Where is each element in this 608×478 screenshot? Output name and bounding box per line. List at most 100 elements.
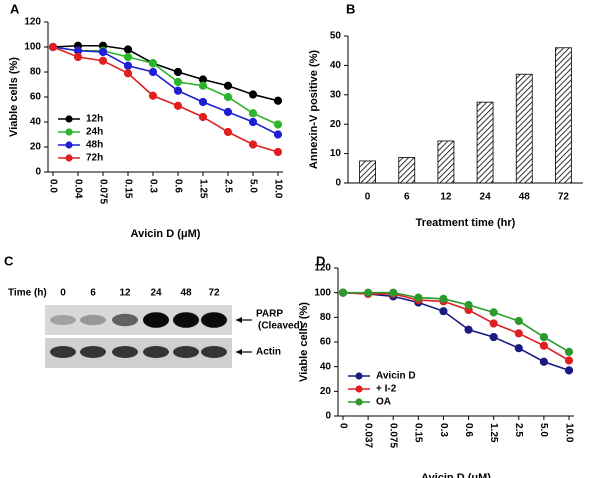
y-tick-label: 100 (24, 42, 41, 53)
x-tick-label: 0.0 (47, 179, 58, 193)
legend-label: 72h (86, 153, 103, 164)
point (539, 341, 548, 350)
point (414, 293, 423, 302)
legend-marker (355, 372, 363, 380)
legend-label: + I-2 (376, 384, 397, 395)
point (173, 77, 183, 87)
y-tick-label: 40 (30, 117, 42, 128)
point (123, 45, 133, 54)
y-tick-label: 20 (320, 386, 332, 397)
point (173, 101, 183, 110)
point (223, 92, 233, 102)
x-tick-label: 0 (337, 423, 348, 429)
series-line (342, 291, 570, 362)
lane-label: 12 (119, 288, 131, 299)
blot-strip (45, 338, 232, 368)
point (148, 67, 158, 77)
blot-strip (45, 305, 232, 335)
x-axis-title: Treatment time (hr) (416, 217, 516, 229)
lane-label: 48 (180, 288, 192, 299)
point (198, 81, 208, 90)
band (143, 312, 169, 328)
y-axis-title: Viable cells (%) (8, 57, 20, 137)
bar (555, 47, 572, 184)
x-tick-label: 0.6 (463, 423, 474, 437)
x-tick-label: 0.15 (413, 423, 424, 443)
point (248, 140, 258, 149)
point (273, 147, 283, 157)
x-tick-label: 0.3 (147, 179, 158, 193)
lane-label: 24 (150, 288, 162, 299)
legend-label: 24h (86, 127, 103, 138)
legend-label: 12h (86, 114, 103, 125)
x-tick-label: 5.0 (247, 179, 258, 193)
point (173, 86, 183, 95)
point (489, 332, 498, 342)
x-tick-label: 48 (519, 192, 531, 203)
point (98, 47, 108, 57)
x-tick-label: 0.075 (388, 423, 399, 448)
y-tick-label: 60 (30, 92, 42, 103)
legend-label: OA (376, 397, 391, 408)
point (173, 67, 183, 77)
y-tick-label: 20 (330, 119, 342, 130)
y-tick-label: 50 (330, 31, 342, 42)
point (223, 107, 233, 117)
point (48, 42, 58, 52)
legend-marker (65, 128, 73, 136)
series-line (343, 291, 570, 353)
point (514, 316, 523, 326)
point (514, 344, 523, 353)
point (123, 69, 133, 78)
x-tick-label: 0.15 (122, 179, 133, 199)
band (201, 312, 227, 328)
bar (476, 101, 494, 184)
x-tick-label: 0.075 (97, 179, 108, 204)
y-tick-label: 60 (320, 337, 332, 348)
panel-label: D (316, 253, 325, 268)
panel-label: B (346, 1, 355, 16)
band (201, 346, 227, 358)
point (123, 61, 133, 70)
legend-marker (65, 154, 73, 162)
point (364, 288, 373, 297)
point (73, 52, 83, 62)
point (248, 117, 258, 127)
y-tick-label: 100 (314, 287, 331, 298)
point (248, 109, 258, 118)
y-tick-label: 40 (320, 361, 332, 372)
y-tick-label: 80 (30, 67, 42, 78)
legend-label: Avicin D (376, 371, 416, 382)
x-tick-label: 1.25 (197, 179, 208, 199)
x-tick-label: 0.037 (362, 423, 373, 448)
point (514, 329, 523, 338)
point (564, 366, 574, 375)
lane-label: 6 (90, 288, 96, 299)
point (273, 96, 283, 105)
band (112, 313, 138, 327)
x-tick-label: 72 (558, 192, 570, 203)
legend-marker (355, 398, 363, 406)
band (50, 346, 76, 358)
point (273, 120, 283, 129)
y-tick-label: 10 (330, 148, 342, 159)
y-tick-label: 0 (35, 167, 41, 178)
point (564, 347, 574, 356)
lane-label: 72 (208, 288, 220, 299)
bar (398, 157, 416, 184)
series-line (52, 46, 279, 136)
y-axis-title: Annexin-V positive (%) (308, 50, 320, 170)
point (248, 90, 258, 99)
row-label: Actin (256, 347, 281, 358)
arrow-head (236, 317, 242, 323)
legend-marker (65, 141, 73, 149)
legend-marker (355, 385, 363, 393)
point (148, 59, 158, 68)
x-tick-label: 0.6 (172, 179, 183, 193)
point (489, 308, 498, 317)
band (50, 315, 76, 325)
y-tick-label: 120 (24, 17, 41, 28)
point (338, 288, 348, 297)
point (539, 332, 548, 342)
